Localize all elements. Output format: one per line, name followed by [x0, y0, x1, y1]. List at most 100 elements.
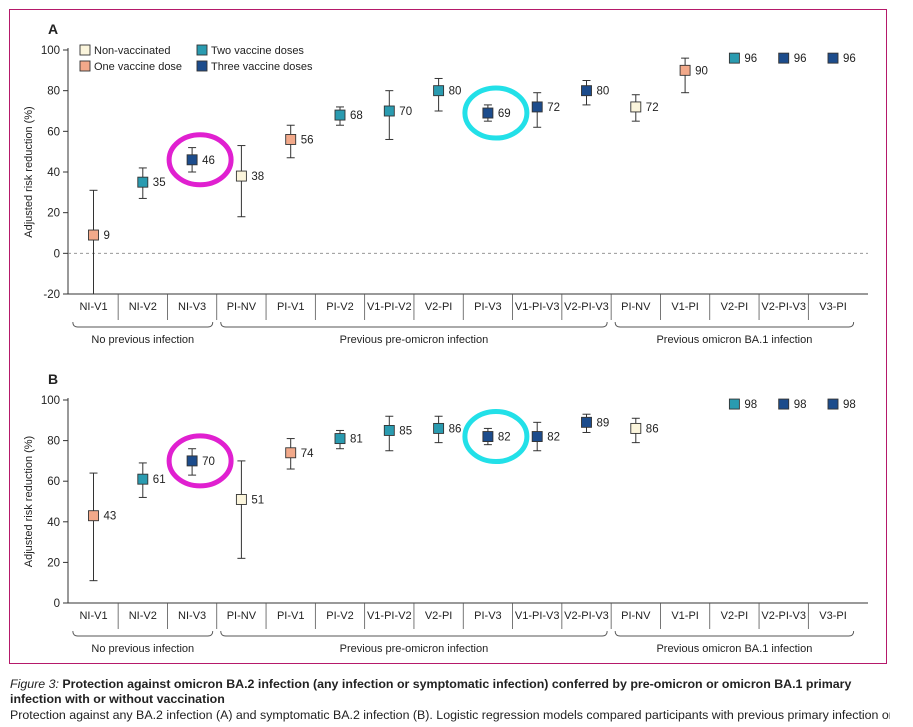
caption-body: Protection against any BA.2 infection (A…: [10, 708, 890, 722]
data-point-marker: [728, 52, 740, 64]
x-tick-label: NI-V1: [79, 610, 107, 622]
data-label: 69: [498, 108, 511, 120]
data-point-marker: [531, 431, 543, 442]
data-point-marker: [235, 494, 247, 505]
data-point-marker: [334, 433, 346, 445]
data-label: 70: [202, 456, 215, 468]
x-tick-label: V1-PI-V2: [367, 610, 412, 622]
x-tick-label: V1-PI-V2: [367, 301, 412, 313]
highlight-circle: [462, 85, 530, 141]
data-point-marker: [778, 398, 790, 410]
data-point-marker: [383, 425, 395, 436]
data-point-marker: [728, 398, 740, 410]
data-label: 89: [597, 417, 610, 429]
panel-letter: B: [48, 371, 58, 387]
highlight-circle: [462, 409, 530, 465]
y-tick-label: 20: [47, 557, 60, 569]
x-tick-label: PI-NV: [621, 301, 651, 313]
x-tick-label: NI-V2: [129, 301, 157, 313]
legend-label: Non-vaccinated: [94, 45, 170, 57]
x-tick-label: PI-V1: [277, 610, 305, 622]
y-tick-label: 80: [47, 436, 60, 448]
data-label: 72: [547, 102, 560, 114]
y-tick-label: 20: [47, 208, 60, 220]
data-label: 98: [843, 399, 856, 411]
y-axis-label: Adjusted risk reduction (%): [23, 106, 35, 237]
data-label: 35: [153, 177, 166, 189]
x-tick-label: NI-V1: [79, 301, 107, 313]
x-tick-label: V2-PI: [425, 610, 453, 622]
data-point-marker: [482, 431, 494, 442]
legend-swatch: [79, 60, 91, 72]
data-label: 90: [695, 65, 708, 77]
x-tick-label: NI-V3: [178, 610, 206, 622]
legend-swatch: [79, 44, 91, 56]
data-label: 51: [251, 494, 264, 506]
group-label: Previous pre-omicron infection: [340, 334, 489, 346]
data-label: 56: [301, 134, 314, 146]
x-tick-label: V1-PI: [671, 610, 699, 622]
legend-label: Two vaccine doses: [211, 45, 304, 57]
data-label: 98: [744, 399, 757, 411]
data-label: 96: [843, 53, 856, 65]
data-point-marker: [433, 85, 445, 97]
data-label: 96: [794, 53, 807, 65]
x-tick-label: PI-V3: [474, 301, 502, 313]
x-tick-label: PI-V2: [326, 610, 354, 622]
data-label: 98: [794, 399, 807, 411]
figure-charts: A -20 0 20 40 60 80 100 Adjusted risk reduction …: [23, 21, 868, 655]
x-tick-label: NI-V3: [178, 301, 206, 313]
y-tick-label: 40: [47, 517, 60, 529]
x-tick-label: PI-NV: [621, 610, 651, 622]
x-tick-label: PI-V1: [277, 301, 305, 313]
data-point-marker: [235, 170, 247, 182]
group-bracket: [614, 321, 855, 328]
data-point-marker: [630, 422, 642, 434]
y-tick-label: 60: [47, 476, 60, 488]
data-label: 46: [202, 155, 215, 167]
data-label: 85: [399, 425, 412, 437]
y-tick-label: 0: [54, 248, 60, 260]
y-tick-label: 60: [47, 126, 60, 138]
group-bracket: [72, 630, 214, 637]
data-point-marker: [482, 107, 494, 119]
x-tick-label: V2-PI: [721, 301, 749, 313]
figure-frame: [9, 9, 887, 664]
highlight-circle: [166, 132, 234, 188]
data-label: 96: [744, 53, 757, 65]
x-tick-label: V2-PI-V3: [761, 610, 806, 622]
legend-swatch: [196, 60, 208, 72]
data-point-marker: [630, 101, 642, 113]
data-point-marker: [186, 455, 198, 467]
data-point-marker: [137, 176, 149, 188]
data-point-marker: [88, 510, 99, 522]
y-tick-label: 40: [47, 167, 60, 179]
caption-title-text: Protection against omicron BA.2 infectio…: [10, 677, 852, 706]
data-label: 74: [301, 448, 314, 460]
group-label: No previous infection: [91, 643, 194, 655]
panel-letter: A: [48, 21, 58, 37]
data-label: 80: [449, 86, 462, 98]
data-label: 72: [646, 102, 659, 114]
y-tick-label: 0: [54, 598, 60, 610]
data-point-marker: [285, 447, 297, 459]
data-label: 81: [350, 434, 363, 446]
data-label: 86: [449, 423, 462, 435]
y-tick-label: -20: [43, 289, 60, 301]
x-tick-label: PI-V3: [474, 610, 502, 622]
data-label: 86: [646, 423, 659, 435]
caption-label: Figure 3:: [10, 677, 59, 691]
group-bracket: [72, 321, 214, 328]
x-tick-label: V2-PI-V3: [564, 301, 609, 313]
x-tick-label: V1-PI: [671, 301, 699, 313]
data-label: 43: [104, 511, 117, 523]
data-point-marker: [137, 473, 149, 485]
x-tick-label: PI-NV: [227, 301, 257, 313]
x-tick-label: V1-PI-V3: [515, 610, 560, 622]
panel-b: B 0 20 40 60 80 100 Adjusted risk reduction (%)…: [23, 371, 868, 655]
data-point-marker: [827, 398, 839, 410]
data-point-marker: [679, 64, 691, 76]
data-point-marker: [285, 134, 297, 145]
y-tick-label: 100: [41, 45, 60, 57]
data-label: 61: [153, 474, 166, 486]
